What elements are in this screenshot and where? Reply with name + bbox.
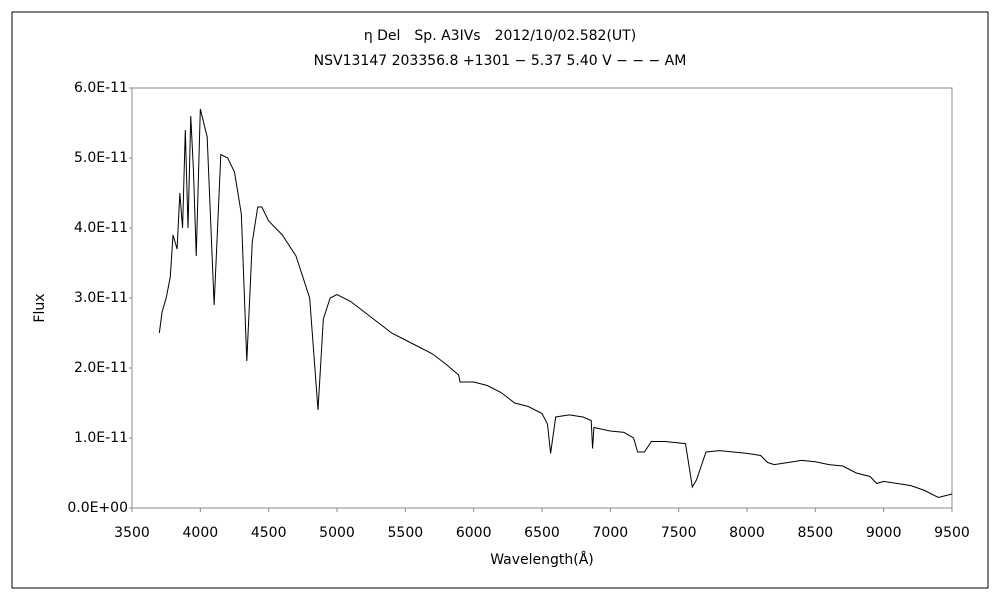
x-tick-label: 5000: [319, 525, 355, 541]
chart-title: η Del Sp. A3IVs 2012/10/02.582(UT): [364, 28, 636, 44]
x-tick-label: 6500: [524, 525, 560, 541]
chart-frame: [11, 11, 989, 589]
x-tick-label: 9000: [866, 525, 902, 541]
y-tick-label: 1.0E-11: [74, 430, 128, 446]
x-tick-label: 4500: [251, 525, 287, 541]
y-axis-label: Flux: [32, 293, 48, 322]
y-tick-label: 0.0E+00: [67, 500, 128, 516]
x-tick-label: 8000: [729, 525, 765, 541]
x-axis-label: Wavelength(Å): [490, 551, 594, 568]
x-tick-label: 8500: [798, 525, 834, 541]
y-tick-label: 5.0E-11: [74, 150, 128, 166]
y-tick-label: 2.0E-11: [74, 360, 128, 376]
y-tick-label: 6.0E-11: [74, 80, 128, 96]
x-tick-label: 5500: [388, 525, 424, 541]
x-tick-label: 6000: [456, 525, 492, 541]
y-tick-label: 4.0E-11: [74, 220, 128, 236]
x-tick-label: 4000: [183, 525, 219, 541]
chart-subtitle: NSV13147 203356.8 +1301 − 5.37 5.40 V − …: [314, 53, 687, 69]
x-tick-label: 7000: [593, 525, 629, 541]
y-tick-label: 3.0E-11: [74, 290, 128, 306]
spectrum-line: [158, 108, 953, 499]
x-tick-label: 7500: [661, 525, 697, 541]
x-tick-label: 9500: [934, 525, 970, 541]
x-tick-label: 3500: [114, 525, 150, 541]
